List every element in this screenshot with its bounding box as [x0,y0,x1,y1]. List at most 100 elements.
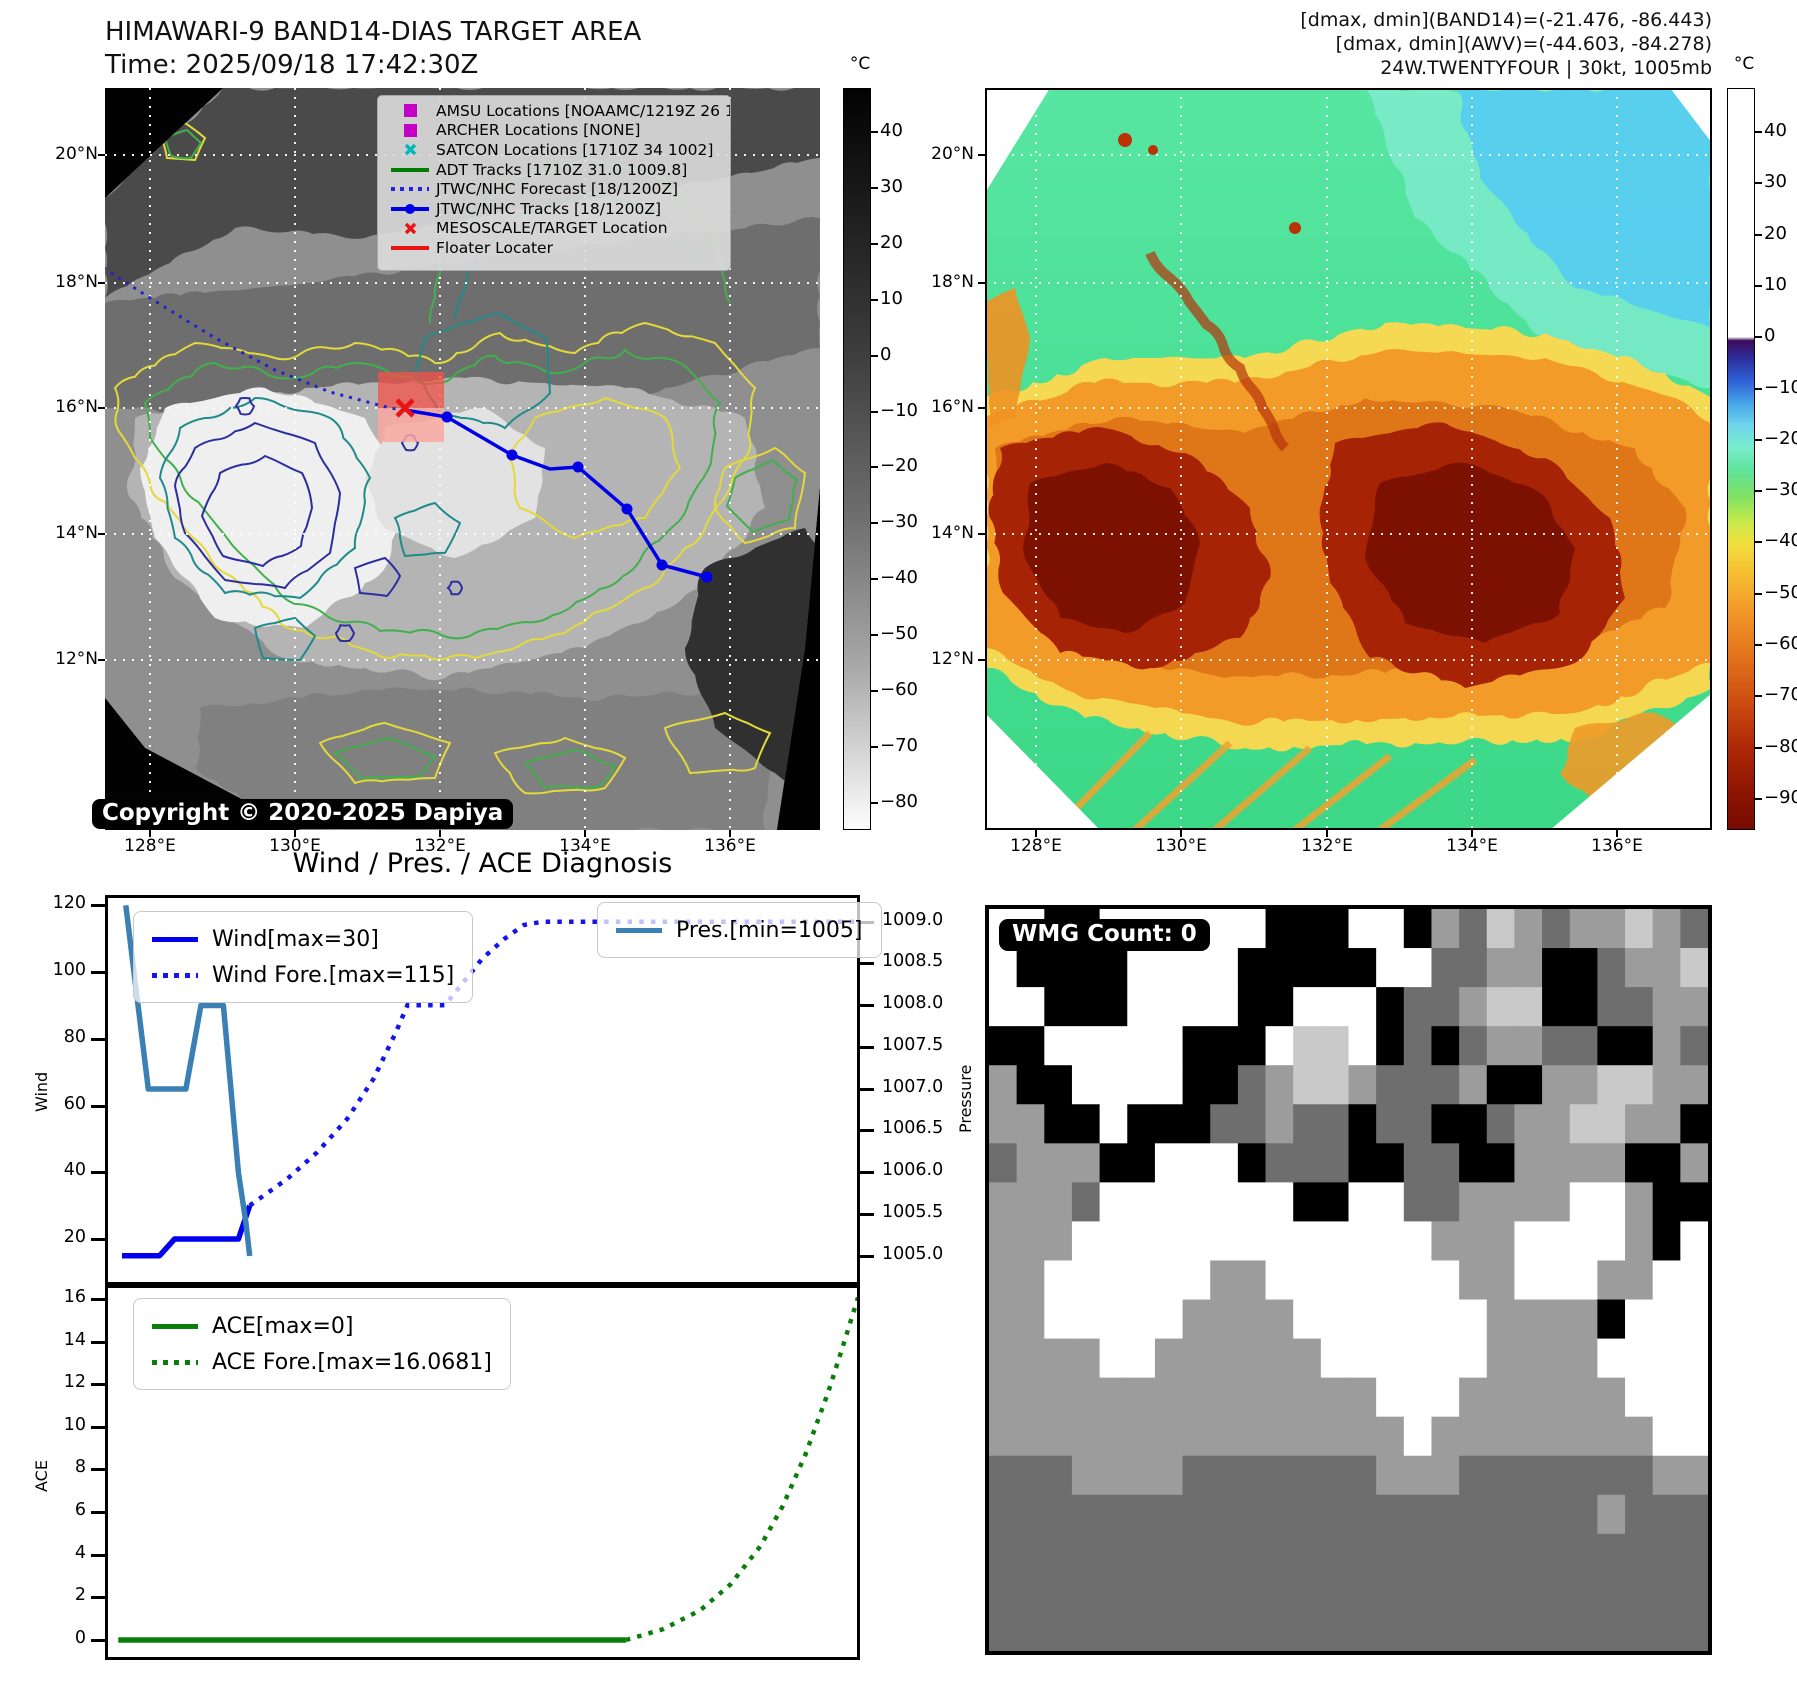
wmg-pixel [1514,1533,1543,1574]
wmg-pixel [1625,1338,1654,1379]
wmg-pixel [1099,1104,1128,1144]
right-colorbar [1727,88,1755,830]
wmg-pixel [1210,948,1239,988]
ace-y-tickmark [91,1467,105,1471]
wmg-pixel [1127,1104,1156,1144]
wmg-pixel [1071,1416,1101,1457]
x-marker-icon [404,144,416,156]
wmg-pixel [1044,1455,1073,1496]
wmg-pixel [1320,1026,1349,1066]
wmg-pixel [1210,1065,1239,1105]
wmg-count-badge: WMG Count: 0 [999,919,1210,951]
wmg-pixel [1431,909,1460,949]
wind-y-tick: 80 [63,1027,86,1047]
wmg-pixel [1459,1260,1488,1301]
wmg-pixel [1514,1221,1543,1261]
wmg-pixel [1182,1377,1211,1418]
right-colorbar-tickmark [1755,746,1762,749]
wmg-pixel [1569,1377,1598,1418]
left-colorbar-tickmark [871,801,878,804]
left-map-x-tickmark [439,830,441,837]
right-map-y-tickmark [978,154,985,156]
map-legend-item: JTWC/NHC Tracks [18/1200Z] [384,199,726,219]
square-marker-icon [384,104,436,118]
ace-y-tick: 4 [74,1543,86,1563]
wmg-pixel [1320,1182,1349,1222]
wmg-pixel [1044,987,1073,1027]
wmg-pixel [1265,1377,1294,1418]
wmg-pixel [1486,1260,1515,1301]
wmg-pixel [989,1026,1018,1066]
wmg-pixel [1542,987,1571,1027]
left-colorbar-tickmark [871,522,878,525]
wmg-pixel [1542,1533,1571,1574]
left-map-x-tick: 134°E [559,836,611,856]
maroon-core-left [1023,463,1200,633]
wmg-pixel [1569,987,1598,1027]
left-colorbar-tickmark [871,690,878,692]
wmg-pixel [1597,1026,1626,1066]
wmg-pixel [1044,1143,1073,1183]
pressure-axis-label: Pressure [956,1064,975,1133]
wmg-pixel [1265,1065,1294,1105]
wmg-pixel [1625,909,1654,949]
wmg-pixel [1127,948,1156,988]
wmg-pixel [1293,1104,1322,1144]
wmg-pixel [1542,1026,1571,1066]
wmg-pixel [1348,1143,1377,1183]
ace-y-tickmark [91,1595,105,1599]
map-legend-item: SATCON Locations [1710Z 34 1002] [384,140,726,160]
wmg-pixel [1320,1572,1349,1613]
wmg-pixel [1652,1455,1681,1496]
wmg-pixel [1320,1299,1349,1340]
wmg-pixel [1265,1611,1294,1651]
swatch [616,927,662,933]
wmg-pixel [1210,1299,1239,1340]
swatch [152,1323,198,1329]
wmg-pixel [1348,948,1377,988]
wmg-pixel [1127,1182,1156,1222]
wmg-pixel [1154,1299,1184,1340]
wmg-pixel [1071,1260,1101,1301]
wmg-pixel [1293,1260,1322,1301]
wmg-pixel [1431,1377,1460,1418]
wmg-pixel [1403,1338,1432,1379]
wmg-pixel [1320,1104,1349,1144]
chart-legend-label: ACE Fore.[max=16.0681] [212,1349,492,1375]
wmg-pixel [989,948,1018,988]
pressure-y-tickmark [860,1128,874,1132]
wmg-pixel [1431,1572,1460,1613]
wmg-pixel [1154,1611,1184,1651]
wmg-pixel [1320,948,1349,988]
map-legend-item: AMSU Locations [NOAAMC/1219Z 26 1008] [384,101,730,121]
page-title: HIMAWARI-9 BAND14-DIAS TARGET AREA [105,17,642,47]
wmg-pixel [1652,1338,1681,1379]
dmax-dmin-awv: [dmax, dmin](AWV)=(-44.603, -84.278) [1335,33,1712,55]
track-point-marker [621,503,633,515]
wmg-pixel [1016,1299,1045,1340]
wmg-pixel [1320,1377,1349,1418]
wmg-pixel [1182,1143,1211,1183]
wmg-pixel [1680,1611,1708,1651]
copyright-badge: Copyright © 2020-2025 Dapiya [92,799,514,829]
wmg-pixel [1127,1416,1156,1457]
wmg-pixel [1016,1494,1045,1535]
wmg-pixel [989,1182,1018,1222]
left-colorbar-tick: −40 [880,567,918,589]
wmg-pixel [1625,1611,1654,1651]
wmg-pixel [1514,1182,1543,1222]
contour-navy [353,556,402,598]
right-map-x-tickmark [1326,830,1328,837]
wmg-pixel [1210,1572,1239,1613]
right-map-x-tickmark [1616,830,1618,837]
wmg-pixel [1099,1143,1128,1183]
wmg-pixel [1514,1416,1543,1457]
wmg-pixel [1680,1572,1708,1613]
wmg-pixel [1597,1494,1626,1535]
wmg-pixel [1320,1533,1349,1574]
wmg-pixel [1403,1533,1432,1574]
line-marker-icon [384,167,436,172]
wmg-pixel [1210,1494,1239,1535]
contour-green [163,128,203,160]
wmg-pixel [1127,987,1156,1027]
